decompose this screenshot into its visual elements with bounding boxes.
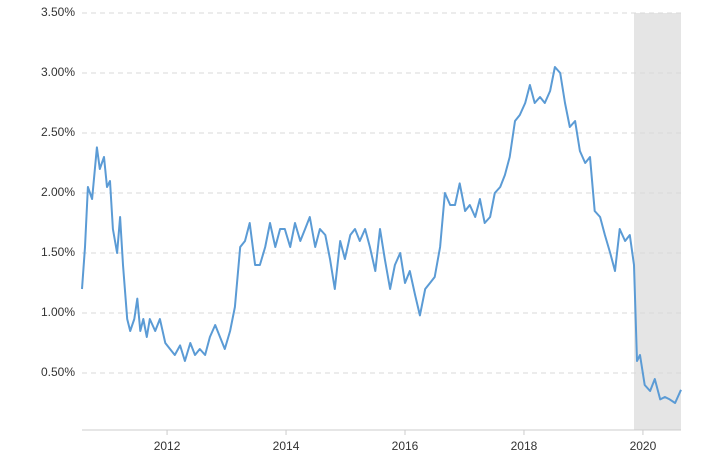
x-tick-label: 2020 (630, 439, 657, 453)
x-tick-label: 2014 (273, 439, 300, 453)
x-tick-label: 2012 (154, 439, 181, 453)
y-tick-label: 2.50% (41, 125, 75, 139)
y-tick-label: 1.50% (41, 245, 75, 259)
y-tick-label: 0.50% (41, 365, 75, 379)
y-tick-label: 3.50% (41, 5, 75, 19)
x-tick-label: 2018 (511, 439, 538, 453)
line-series (81, 66, 682, 404)
y-tick-label: 3.00% (41, 65, 75, 79)
y-tick-label: 1.00% (41, 305, 75, 319)
x-tick-label: 2016 (392, 439, 419, 453)
y-tick-label: 2.00% (41, 185, 75, 199)
